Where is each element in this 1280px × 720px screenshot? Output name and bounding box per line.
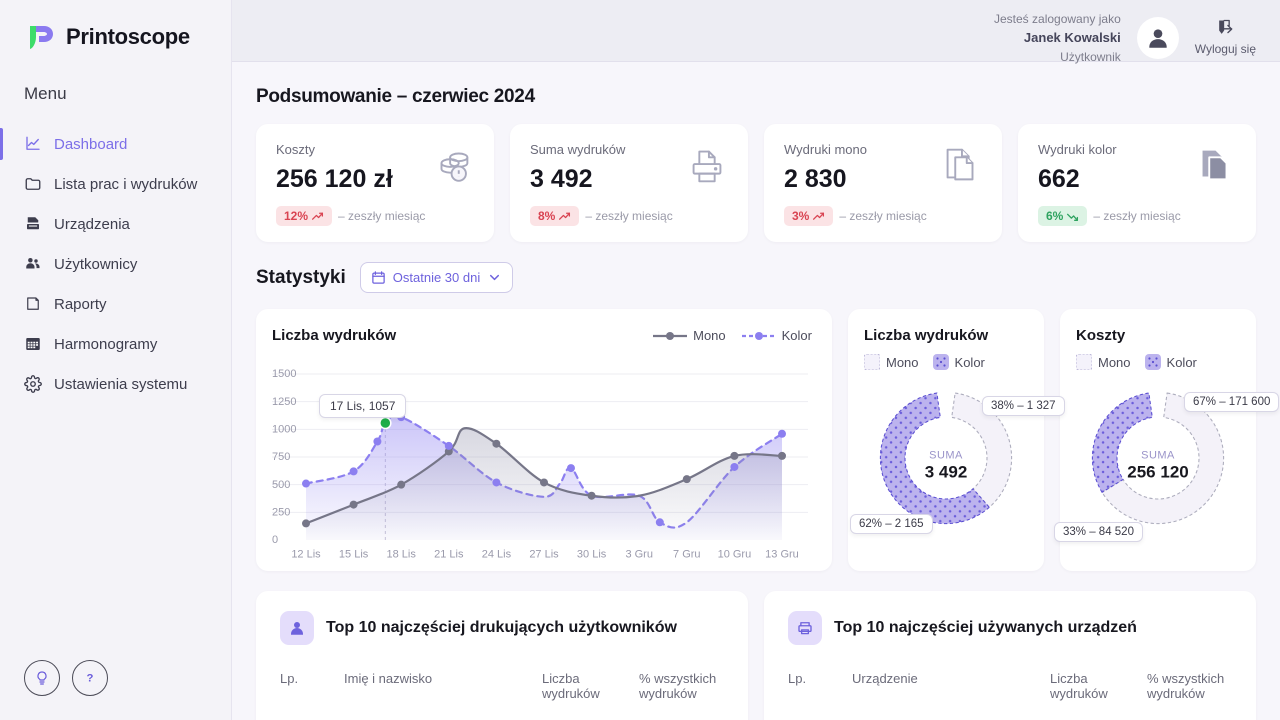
svg-text:250: 250 xyxy=(272,507,290,519)
svg-text:3 Gru: 3 Gru xyxy=(625,549,653,559)
svg-text:1000: 1000 xyxy=(272,424,296,436)
svg-text:10 Gru: 10 Gru xyxy=(718,549,752,559)
svg-text:15 Lis: 15 Lis xyxy=(339,549,369,559)
svg-text:1250: 1250 xyxy=(272,396,296,408)
svg-text:7 Gru: 7 Gru xyxy=(673,549,701,559)
svg-text:30 Lis: 30 Lis xyxy=(577,549,607,559)
svg-text:?: ? xyxy=(87,673,94,685)
svg-text:13 Gru: 13 Gru xyxy=(765,549,799,559)
svg-text:1500: 1500 xyxy=(272,368,296,380)
svg-text:0: 0 xyxy=(272,534,278,546)
svg-text:750: 750 xyxy=(272,451,290,463)
svg-text:21 Lis: 21 Lis xyxy=(434,549,464,559)
svg-text:24 Lis: 24 Lis xyxy=(482,549,512,559)
svg-text:18 Lis: 18 Lis xyxy=(387,549,417,559)
svg-text:27 Lis: 27 Lis xyxy=(529,549,559,559)
svg-text:12 Lis: 12 Lis xyxy=(291,549,321,559)
svg-text:500: 500 xyxy=(272,479,290,491)
